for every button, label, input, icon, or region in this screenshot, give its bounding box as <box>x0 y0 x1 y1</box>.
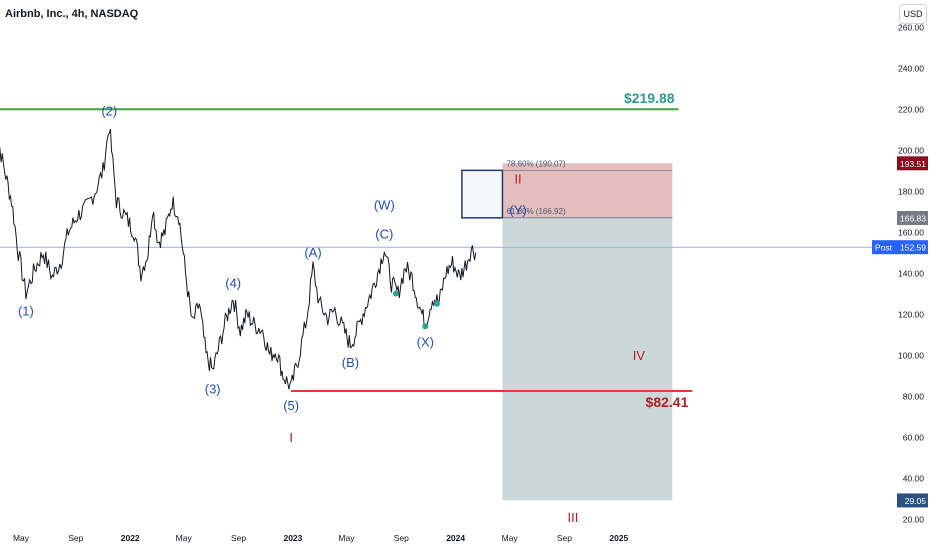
y-tick-label: 120.00 <box>898 310 924 320</box>
y-tick-label: 200.00 <box>898 146 924 156</box>
wave-label-11: I <box>289 430 293 445</box>
zone-gray-1 <box>502 217 673 501</box>
y-tick-label: 240.00 <box>898 64 924 74</box>
y-tick-label: 40.00 <box>903 474 925 484</box>
wave-label-4: (5) <box>283 398 299 413</box>
price-badge-value: 193.51 <box>900 159 926 169</box>
currency-button[interactable]: USD <box>899 4 927 24</box>
wave-label-13: III <box>567 510 578 525</box>
wave-label-14: IV <box>633 348 646 363</box>
wave-label-2: (3) <box>205 381 221 396</box>
x-tick-label: 2022 <box>121 533 140 543</box>
wave-label-9: (X) <box>417 334 434 349</box>
y-tick-label: 140.00 <box>898 269 924 279</box>
price-badge-value: 152.59 <box>900 243 926 253</box>
y-tick-label: 80.00 <box>903 392 925 402</box>
wave-label-10: (Y) <box>509 202 526 217</box>
wave-label-12: II <box>514 172 521 187</box>
wave-label-8: (W) <box>374 198 395 213</box>
wave-label-5: (A) <box>304 245 321 260</box>
y-tick-label: 20.00 <box>903 515 925 525</box>
chart-title: Airbnb, Inc., 4h, NASDAQ <box>5 8 139 20</box>
target-box <box>461 169 504 219</box>
price-badge-0: 193.51 <box>897 156 928 171</box>
zone-red-0 <box>502 163 673 218</box>
price-badge-1: 166.83 <box>897 210 928 225</box>
level-label-0: $219.88 <box>624 90 675 106</box>
x-tick-label: 2025 <box>609 533 628 543</box>
x-tick-label: Sep <box>231 533 246 543</box>
price-badge-bg <box>897 493 928 508</box>
x-tick-label: Sep <box>68 533 83 543</box>
price-badge-2: Post 152.59 <box>872 240 928 255</box>
price-badge-bg <box>897 156 928 171</box>
price-series-line <box>0 128 477 390</box>
wave-label-0: (1) <box>18 304 34 319</box>
price-badge-3: 29.05 <box>897 493 928 508</box>
y-tick-label: 180.00 <box>898 187 924 197</box>
x-tick-label: 2024 <box>446 533 465 543</box>
fib-label-1: 61.80% (166.92) <box>506 207 565 216</box>
fib-label-0: 78.60% (190.07) <box>506 159 565 168</box>
price-badge-bg <box>897 210 928 225</box>
price-badge-prefix: Post <box>875 243 893 253</box>
price-badge-bg <box>872 240 928 255</box>
x-tick-label: Sep <box>557 533 572 543</box>
x-tick-label: 2023 <box>283 533 302 543</box>
x-tick-label: May <box>13 533 30 543</box>
x-tick-label: May <box>176 533 193 543</box>
wave-marker-1 <box>422 323 429 330</box>
wave-marker-2 <box>433 300 440 307</box>
y-tick-label: 260.00 <box>898 23 924 33</box>
y-tick-label: 60.00 <box>903 433 925 443</box>
wave-label-7: (C) <box>375 226 393 241</box>
price-badge-value: 29.05 <box>905 496 927 506</box>
x-tick-label: May <box>338 533 355 543</box>
level-label-1: $82.41 <box>646 394 689 410</box>
y-tick-label: 100.00 <box>898 351 924 361</box>
wave-label-1: (2) <box>101 103 117 118</box>
wave-marker-0 <box>392 290 399 297</box>
y-tick-label: 160.00 <box>898 228 924 238</box>
x-tick-label: May <box>502 533 519 543</box>
y-tick-label: 220.00 <box>898 105 924 115</box>
wave-label-6: (B) <box>342 355 359 370</box>
x-tick-label: Sep <box>394 533 409 543</box>
wave-label-3: (4) <box>225 276 241 291</box>
price-badge-value: 166.83 <box>900 213 926 223</box>
